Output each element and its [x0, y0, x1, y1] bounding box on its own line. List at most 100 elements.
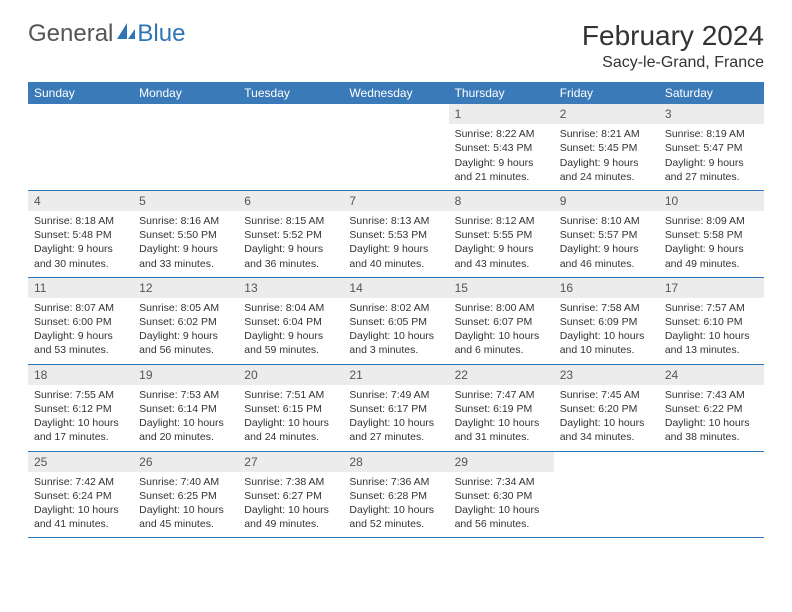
daylight-text: Daylight: 9 hours and 56 minutes. [139, 329, 232, 357]
weekday-header: Sunday [28, 82, 133, 104]
daylight-text: Daylight: 10 hours and 10 minutes. [560, 329, 653, 357]
day-number: 11 [28, 278, 133, 298]
calendar: SundayMondayTuesdayWednesdayThursdayFrid… [28, 82, 764, 538]
sunrise-text: Sunrise: 8:19 AM [665, 127, 758, 141]
sunset-text: Sunset: 6:05 PM [349, 315, 442, 329]
day-cell: 12Sunrise: 8:05 AMSunset: 6:02 PMDayligh… [133, 278, 238, 364]
day-content: Sunrise: 8:04 AMSunset: 6:04 PMDaylight:… [238, 298, 343, 364]
sunrise-text: Sunrise: 8:18 AM [34, 214, 127, 228]
day-content: Sunrise: 7:57 AMSunset: 6:10 PMDaylight:… [659, 298, 764, 364]
weekday-header: Tuesday [238, 82, 343, 104]
day-cell: 18Sunrise: 7:55 AMSunset: 6:12 PMDayligh… [28, 365, 133, 451]
sunrise-text: Sunrise: 7:47 AM [455, 388, 548, 402]
sunrise-text: Sunrise: 7:43 AM [665, 388, 758, 402]
week-row: 25Sunrise: 7:42 AMSunset: 6:24 PMDayligh… [28, 452, 764, 539]
day-number: 10 [659, 191, 764, 211]
day-cell: 5Sunrise: 8:16 AMSunset: 5:50 PMDaylight… [133, 191, 238, 277]
day-cell: 17Sunrise: 7:57 AMSunset: 6:10 PMDayligh… [659, 278, 764, 364]
day-cell: 14Sunrise: 8:02 AMSunset: 6:05 PMDayligh… [343, 278, 448, 364]
day-content: Sunrise: 7:53 AMSunset: 6:14 PMDaylight:… [133, 385, 238, 451]
day-content: Sunrise: 7:47 AMSunset: 6:19 PMDaylight:… [449, 385, 554, 451]
day-content: Sunrise: 8:10 AMSunset: 5:57 PMDaylight:… [554, 211, 659, 277]
day-content: Sunrise: 7:45 AMSunset: 6:20 PMDaylight:… [554, 385, 659, 451]
sunset-text: Sunset: 6:14 PM [139, 402, 232, 416]
weekday-header-row: SundayMondayTuesdayWednesdayThursdayFrid… [28, 82, 764, 104]
day-number: 7 [343, 191, 448, 211]
day-cell: 9Sunrise: 8:10 AMSunset: 5:57 PMDaylight… [554, 191, 659, 277]
week-row: 11Sunrise: 8:07 AMSunset: 6:00 PMDayligh… [28, 278, 764, 365]
weekday-header: Thursday [449, 82, 554, 104]
day-number: 8 [449, 191, 554, 211]
sunrise-text: Sunrise: 7:40 AM [139, 475, 232, 489]
sunrise-text: Sunrise: 7:51 AM [244, 388, 337, 402]
day-cell [133, 104, 238, 190]
sunrise-text: Sunrise: 7:58 AM [560, 301, 653, 315]
sunset-text: Sunset: 5:45 PM [560, 141, 653, 155]
day-number: 4 [28, 191, 133, 211]
weekday-header: Saturday [659, 82, 764, 104]
sunset-text: Sunset: 5:43 PM [455, 141, 548, 155]
day-number: 3 [659, 104, 764, 124]
day-cell [28, 104, 133, 190]
sunrise-text: Sunrise: 8:12 AM [455, 214, 548, 228]
sunrise-text: Sunrise: 8:15 AM [244, 214, 337, 228]
daylight-text: Daylight: 10 hours and 31 minutes. [455, 416, 548, 444]
day-content: Sunrise: 8:05 AMSunset: 6:02 PMDaylight:… [133, 298, 238, 364]
day-cell: 15Sunrise: 8:00 AMSunset: 6:07 PMDayligh… [449, 278, 554, 364]
sunset-text: Sunset: 6:28 PM [349, 489, 442, 503]
day-content: Sunrise: 8:15 AMSunset: 5:52 PMDaylight:… [238, 211, 343, 277]
sunrise-text: Sunrise: 7:36 AM [349, 475, 442, 489]
day-cell [554, 452, 659, 538]
day-number: 18 [28, 365, 133, 385]
sunset-text: Sunset: 6:00 PM [34, 315, 127, 329]
logo-text-2: Blue [137, 20, 185, 48]
day-content: Sunrise: 7:42 AMSunset: 6:24 PMDaylight:… [28, 472, 133, 538]
sunrise-text: Sunrise: 7:53 AM [139, 388, 232, 402]
sunset-text: Sunset: 5:50 PM [139, 228, 232, 242]
page-title: February 2024 [582, 20, 764, 52]
daylight-text: Daylight: 10 hours and 27 minutes. [349, 416, 442, 444]
day-number: 25 [28, 452, 133, 472]
sunrise-text: Sunrise: 8:22 AM [455, 127, 548, 141]
day-number: 9 [554, 191, 659, 211]
sunrise-text: Sunrise: 7:34 AM [455, 475, 548, 489]
day-number: 19 [133, 365, 238, 385]
daylight-text: Daylight: 9 hours and 27 minutes. [665, 156, 758, 184]
sunset-text: Sunset: 6:20 PM [560, 402, 653, 416]
day-cell: 4Sunrise: 8:18 AMSunset: 5:48 PMDaylight… [28, 191, 133, 277]
daylight-text: Daylight: 10 hours and 49 minutes. [244, 503, 337, 531]
day-content: Sunrise: 8:16 AMSunset: 5:50 PMDaylight:… [133, 211, 238, 277]
daylight-text: Daylight: 9 hours and 49 minutes. [665, 242, 758, 270]
daylight-text: Daylight: 10 hours and 20 minutes. [139, 416, 232, 444]
day-number: 17 [659, 278, 764, 298]
day-cell: 28Sunrise: 7:36 AMSunset: 6:28 PMDayligh… [343, 452, 448, 538]
sunset-text: Sunset: 6:02 PM [139, 315, 232, 329]
day-content: Sunrise: 7:43 AMSunset: 6:22 PMDaylight:… [659, 385, 764, 451]
sunrise-text: Sunrise: 8:02 AM [349, 301, 442, 315]
sunrise-text: Sunrise: 7:38 AM [244, 475, 337, 489]
day-number: 6 [238, 191, 343, 211]
day-number: 20 [238, 365, 343, 385]
sunrise-text: Sunrise: 8:09 AM [665, 214, 758, 228]
daylight-text: Daylight: 10 hours and 45 minutes. [139, 503, 232, 531]
day-cell: 10Sunrise: 8:09 AMSunset: 5:58 PMDayligh… [659, 191, 764, 277]
sunset-text: Sunset: 5:48 PM [34, 228, 127, 242]
day-content: Sunrise: 7:49 AMSunset: 6:17 PMDaylight:… [343, 385, 448, 451]
sunrise-text: Sunrise: 8:05 AM [139, 301, 232, 315]
daylight-text: Daylight: 9 hours and 53 minutes. [34, 329, 127, 357]
day-content: Sunrise: 8:09 AMSunset: 5:58 PMDaylight:… [659, 211, 764, 277]
day-content: Sunrise: 8:19 AMSunset: 5:47 PMDaylight:… [659, 124, 764, 190]
sunrise-text: Sunrise: 8:16 AM [139, 214, 232, 228]
sunset-text: Sunset: 6:19 PM [455, 402, 548, 416]
day-cell: 8Sunrise: 8:12 AMSunset: 5:55 PMDaylight… [449, 191, 554, 277]
location: Sacy-le-Grand, France [582, 54, 764, 72]
sunset-text: Sunset: 5:53 PM [349, 228, 442, 242]
sunrise-text: Sunrise: 8:13 AM [349, 214, 442, 228]
week-row: 4 Sunrise: 8:18 AMSunset: 5:48 PM Daylight… [28, 191, 764, 278]
day-content: Sunrise: 7:55 AMSunset: 6:12 PMDaylight:… [28, 385, 133, 451]
sunset-text: Sunset: 6:27 PM [244, 489, 337, 503]
day-cell: 22Sunrise: 7:47 AMSunset: 6:19 PMDayligh… [449, 365, 554, 451]
weekday-header: Friday [554, 82, 659, 104]
sunset-text: Sunset: 5:57 PM [560, 228, 653, 242]
weekday-header: Wednesday [343, 82, 448, 104]
